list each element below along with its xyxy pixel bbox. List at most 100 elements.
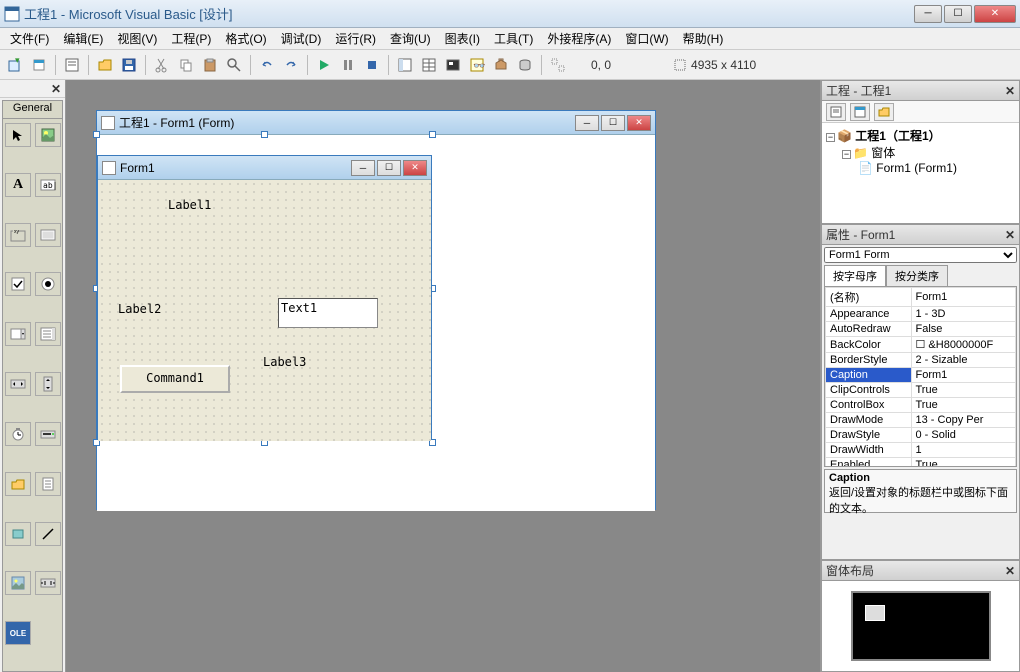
- project-explorer-button[interactable]: [394, 54, 416, 76]
- tool-vscroll[interactable]: [35, 372, 61, 396]
- maximize-button[interactable]: ☐: [944, 5, 972, 23]
- data-view-button[interactable]: [514, 54, 536, 76]
- property-row[interactable]: EnabledTrue: [826, 458, 1016, 468]
- tool-filelistbox[interactable]: [35, 472, 61, 496]
- toolbox-close-button[interactable]: ✕: [51, 82, 61, 96]
- property-row[interactable]: AutoRedrawFalse: [826, 322, 1016, 337]
- tool-image[interactable]: [5, 571, 31, 595]
- paste-button[interactable]: [199, 54, 221, 76]
- properties-object-select[interactable]: Form1 Form: [824, 247, 1017, 263]
- project-panel-close[interactable]: ✕: [1005, 84, 1015, 98]
- tool-drivelistbox[interactable]: [35, 422, 61, 446]
- find-button[interactable]: [223, 54, 245, 76]
- menu-window[interactable]: 窗口(W): [619, 28, 674, 49]
- tool-listbox[interactable]: [35, 322, 61, 346]
- tool-shape[interactable]: [5, 522, 31, 546]
- tool-checkbox[interactable]: [5, 272, 31, 296]
- menubar: 文件(F) 编辑(E) 视图(V) 工程(P) 格式(O) 调试(D) 运行(R…: [0, 28, 1020, 50]
- open-button[interactable]: [94, 54, 116, 76]
- tool-data[interactable]: [35, 571, 61, 595]
- tool-textbox[interactable]: ab|: [35, 173, 61, 197]
- property-row[interactable]: DrawStyle0 - Solid: [826, 428, 1016, 443]
- property-row[interactable]: DrawWidth1: [826, 443, 1016, 458]
- designer-minimize-button[interactable]: ─: [575, 115, 599, 131]
- property-row[interactable]: BackColor☐ &H8000000F: [826, 337, 1016, 353]
- toolbox-tab-general[interactable]: General: [2, 100, 63, 118]
- tool-dirlistbox[interactable]: [5, 472, 31, 496]
- form1-maximize-button[interactable]: ☐: [377, 160, 401, 176]
- copy-button[interactable]: [175, 54, 197, 76]
- properties-button[interactable]: [418, 54, 440, 76]
- toggle-folders-button[interactable]: [874, 103, 894, 121]
- text1[interactable]: Text1: [278, 298, 378, 328]
- project-tree[interactable]: −📦 工程1（工程1） −📁 窗体 📄 Form1 (Form1): [822, 123, 1019, 223]
- label1[interactable]: Label1: [168, 198, 211, 212]
- tool-line[interactable]: [35, 522, 61, 546]
- form1-minimize-button[interactable]: ─: [351, 160, 375, 176]
- menu-help[interactable]: 帮助(H): [677, 28, 730, 49]
- add-project-button[interactable]: ▾: [4, 54, 26, 76]
- property-row[interactable]: Appearance1 - 3D: [826, 307, 1016, 322]
- layout-panel-close[interactable]: ✕: [1005, 564, 1015, 578]
- tool-pointer[interactable]: [5, 123, 31, 147]
- tool-timer[interactable]: [5, 422, 31, 446]
- property-row[interactable]: DrawMode13 - Copy Per: [826, 413, 1016, 428]
- menu-edit[interactable]: 编辑(E): [57, 28, 109, 49]
- minimize-button[interactable]: ─: [914, 5, 942, 23]
- menu-view[interactable]: 视图(V): [111, 28, 163, 49]
- tool-picturebox[interactable]: [35, 123, 61, 147]
- tool-commandbutton[interactable]: [35, 223, 61, 247]
- tab-alphabetic[interactable]: 按字母序: [824, 265, 886, 286]
- menu-file[interactable]: 文件(F): [4, 28, 55, 49]
- design-canvas[interactable]: 工程1 - Form1 (Form) ─ ☐ ✕: [66, 80, 820, 672]
- tool-combobox[interactable]: [5, 322, 31, 346]
- label2[interactable]: Label2: [118, 302, 161, 316]
- close-button[interactable]: ✕: [974, 5, 1016, 23]
- undo-button[interactable]: [256, 54, 278, 76]
- form-layout-button[interactable]: [442, 54, 464, 76]
- end-button[interactable]: [361, 54, 383, 76]
- component-button[interactable]: [547, 54, 569, 76]
- menu-query[interactable]: 查询(U): [384, 28, 437, 49]
- view-code-button[interactable]: [826, 103, 846, 121]
- start-button[interactable]: [313, 54, 335, 76]
- save-button[interactable]: [118, 54, 140, 76]
- menu-addins[interactable]: 外接程序(A): [541, 28, 617, 49]
- menu-run[interactable]: 运行(R): [329, 28, 382, 49]
- toolbox-button[interactable]: [490, 54, 512, 76]
- add-form-button[interactable]: [28, 54, 50, 76]
- properties-panel-close[interactable]: ✕: [1005, 228, 1015, 242]
- form-designer-window[interactable]: 工程1 - Form1 (Form) ─ ☐ ✕: [96, 110, 656, 510]
- menu-project[interactable]: 工程(P): [165, 28, 217, 49]
- form1[interactable]: Form1 ─ ☐ ✕ Label1 Label2 Text1 Label3 C…: [97, 155, 432, 440]
- form-layout-view[interactable]: [822, 581, 1019, 671]
- property-row[interactable]: CaptionForm1: [826, 368, 1016, 383]
- menu-debug[interactable]: 调试(D): [275, 28, 328, 49]
- designer-maximize-button[interactable]: ☐: [601, 115, 625, 131]
- command1[interactable]: Command1: [120, 365, 230, 393]
- menu-editor-button[interactable]: [61, 54, 83, 76]
- object-browser-button[interactable]: 👓: [466, 54, 488, 76]
- property-row[interactable]: BorderStyle2 - Sizable: [826, 353, 1016, 368]
- cut-button[interactable]: [151, 54, 173, 76]
- tool-frame[interactable]: xy: [5, 223, 31, 247]
- form-layout-mini[interactable]: [865, 605, 885, 621]
- label3[interactable]: Label3: [263, 355, 306, 369]
- property-row[interactable]: ControlBoxTrue: [826, 398, 1016, 413]
- tool-label[interactable]: A: [5, 173, 31, 197]
- tab-categorized[interactable]: 按分类序: [886, 265, 948, 286]
- menu-format[interactable]: 格式(O): [219, 28, 272, 49]
- menu-tools[interactable]: 工具(T): [488, 28, 539, 49]
- menu-diagram[interactable]: 图表(I): [439, 28, 486, 49]
- form1-close-button[interactable]: ✕: [403, 160, 427, 176]
- break-button[interactable]: [337, 54, 359, 76]
- properties-grid[interactable]: (名称)Form1Appearance1 - 3DAutoRedrawFalse…: [824, 287, 1017, 467]
- designer-close-button[interactable]: ✕: [627, 115, 651, 131]
- tool-optionbutton[interactable]: [35, 272, 61, 296]
- property-row[interactable]: ClipControlsTrue: [826, 383, 1016, 398]
- redo-button[interactable]: [280, 54, 302, 76]
- tool-ole[interactable]: OLE: [5, 621, 31, 645]
- property-row[interactable]: (名称)Form1: [826, 288, 1016, 307]
- tool-hscroll[interactable]: [5, 372, 31, 396]
- view-object-button[interactable]: [850, 103, 870, 121]
